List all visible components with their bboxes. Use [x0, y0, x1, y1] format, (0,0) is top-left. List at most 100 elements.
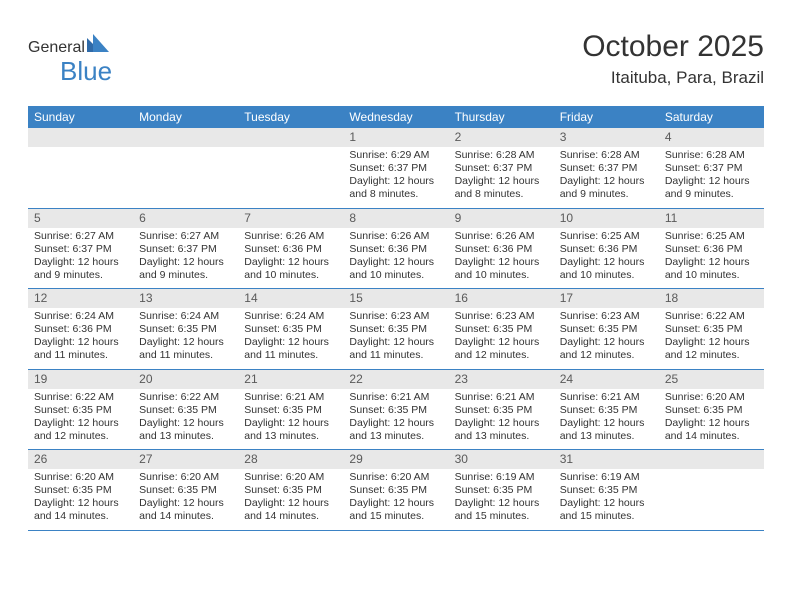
- sunrise-text: Sunrise: 6:23 AM: [453, 310, 550, 323]
- day-cell: 7Sunrise: 6:26 AMSunset: 6:36 PMDaylight…: [238, 209, 343, 289]
- sunset-text: Sunset: 6:37 PM: [137, 243, 234, 256]
- sunrise-text: Sunrise: 6:20 AM: [242, 471, 339, 484]
- day-cell: 12Sunrise: 6:24 AMSunset: 6:36 PMDayligh…: [28, 289, 133, 369]
- day-number: 16: [449, 289, 554, 308]
- day-cell: 21Sunrise: 6:21 AMSunset: 6:35 PMDayligh…: [238, 370, 343, 450]
- daylight-text: Daylight: 12 hours and 11 minutes.: [347, 336, 444, 362]
- day-cell: 4Sunrise: 6:28 AMSunset: 6:37 PMDaylight…: [659, 128, 764, 208]
- day-cell: 8Sunrise: 6:26 AMSunset: 6:36 PMDaylight…: [343, 209, 448, 289]
- header: General October 2025 Itaituba, Para, Bra…: [28, 30, 764, 88]
- day-cell: 23Sunrise: 6:21 AMSunset: 6:35 PMDayligh…: [449, 370, 554, 450]
- sunset-text: Sunset: 6:35 PM: [453, 323, 550, 336]
- sunrise-text: Sunrise: 6:24 AM: [32, 310, 129, 323]
- sunrise-text: Sunrise: 6:29 AM: [347, 149, 444, 162]
- sunrise-text: Sunrise: 6:21 AM: [242, 391, 339, 404]
- day-number: 2: [449, 128, 554, 147]
- day-number: 29: [343, 450, 448, 469]
- day-header: Tuesday: [238, 106, 343, 128]
- day-cell: 28Sunrise: 6:20 AMSunset: 6:35 PMDayligh…: [238, 450, 343, 530]
- sunset-text: Sunset: 6:36 PM: [242, 243, 339, 256]
- day-cell: 1 Sunrise: 6:29 AMSunset: 6:37 PMDaylight…: [343, 128, 448, 208]
- week-row: 26Sunrise: 6:20 AMSunset: 6:35 PMDayligh…: [28, 450, 764, 531]
- sunrise-text: Sunrise: 6:20 AM: [137, 471, 234, 484]
- day-header: Sunday: [28, 106, 133, 128]
- week-row: 1Sunrise: 6:29 AMSunset: 6:37 PMDaylight…: [28, 128, 764, 209]
- day-cell: 25Sunrise: 6:20 AMSunset: 6:35 PMDayligh…: [659, 370, 764, 450]
- daylight-text: Daylight: 12 hours and 9 minutes.: [137, 256, 234, 282]
- day-header-row: SundayMondayTuesdayWednesdayThursdayFrid…: [28, 106, 764, 128]
- day-header: Monday: [133, 106, 238, 128]
- sunrise-text: Sunrise: 6:26 AM: [347, 230, 444, 243]
- sunset-text: Sunset: 6:35 PM: [347, 484, 444, 497]
- sunset-text: Sunset: 6:35 PM: [137, 323, 234, 336]
- sunrise-text: Sunrise: 6:19 AM: [453, 471, 550, 484]
- daylight-text: Daylight: 12 hours and 13 minutes.: [242, 417, 339, 443]
- sunset-text: Sunset: 6:35 PM: [347, 404, 444, 417]
- day-cell: 6Sunrise: 6:27 AMSunset: 6:37 PMDaylight…: [133, 209, 238, 289]
- daylight-text: Daylight: 12 hours and 11 minutes.: [137, 336, 234, 362]
- day-cell: 20 Sunrise: 6:22 AMSunset: 6:35 PMDayligh…: [133, 370, 238, 450]
- daylight-text: Daylight: 12 hours and 8 minutes.: [347, 175, 444, 201]
- day-cell: 29Sunrise: 6:20 AMSunset: 6:35 PMDayligh…: [343, 450, 448, 530]
- day-number: 1: [343, 128, 448, 147]
- sunset-text: Sunset: 6:37 PM: [558, 162, 655, 175]
- daylight-text: Daylight: 12 hours and 15 minutes.: [453, 497, 550, 523]
- sunrise-text: Sunrise: 6:21 AM: [558, 391, 655, 404]
- sunset-text: Sunset: 6:36 PM: [32, 323, 129, 336]
- day-cell: 14Sunrise: 6:24 AMSunset: 6:35 PMDayligh…: [238, 289, 343, 369]
- sunrise-text: Sunrise: 6:22 AM: [663, 310, 760, 323]
- day-number: 23: [449, 370, 554, 389]
- sunset-text: Sunset: 6:35 PM: [453, 404, 550, 417]
- day-header: Saturday: [659, 106, 764, 128]
- logo: General: [28, 30, 109, 57]
- sunset-text: Sunset: 6:35 PM: [453, 484, 550, 497]
- daylight-text: Daylight: 12 hours and 10 minutes.: [347, 256, 444, 282]
- sunrise-text: Sunrise: 6:27 AM: [32, 230, 129, 243]
- day-number: 17: [554, 289, 659, 308]
- week-row: 19Sunrise: 6:22 AMSunset: 6:35 PMDayligh…: [28, 370, 764, 451]
- empty-day-band: [659, 450, 764, 469]
- daylight-text: Daylight: 12 hours and 14 minutes.: [663, 417, 760, 443]
- daylight-text: Daylight: 12 hours and 12 minutes.: [558, 336, 655, 362]
- sunrise-text: Sunrise: 6:19 AM: [558, 471, 655, 484]
- day-cell: 18Sunrise: 6:22 AMSunset: 6:35 PMDayligh…: [659, 289, 764, 369]
- sunrise-text: Sunrise: 6:26 AM: [453, 230, 550, 243]
- sunrise-text: Sunrise: 6:22 AM: [137, 391, 234, 404]
- day-number: 15: [343, 289, 448, 308]
- day-cell: 3Sunrise: 6:28 AMSunset: 6:37 PMDaylight…: [554, 128, 659, 208]
- sunrise-text: Sunrise: 6:28 AM: [663, 149, 760, 162]
- day-number: 12: [28, 289, 133, 308]
- day-cell: 31Sunrise: 6:19 AMSunset: 6:35 PMDayligh…: [554, 450, 659, 530]
- sunset-text: Sunset: 6:35 PM: [242, 484, 339, 497]
- sunrise-text: Sunrise: 6:21 AM: [347, 391, 444, 404]
- sunset-text: Sunset: 6:37 PM: [347, 162, 444, 175]
- sunset-text: Sunset: 6:35 PM: [558, 484, 655, 497]
- daylight-text: Daylight: 12 hours and 13 minutes.: [137, 417, 234, 443]
- day-number: 18: [659, 289, 764, 308]
- sunset-text: Sunset: 6:35 PM: [137, 404, 234, 417]
- sunset-text: Sunset: 6:36 PM: [663, 243, 760, 256]
- day-number: 22: [343, 370, 448, 389]
- day-number: 7: [238, 209, 343, 228]
- day-number: 9: [449, 209, 554, 228]
- sunrise-text: Sunrise: 6:20 AM: [663, 391, 760, 404]
- sunset-text: Sunset: 6:36 PM: [453, 243, 550, 256]
- sunset-text: Sunset: 6:35 PM: [558, 323, 655, 336]
- location: Itaituba, Para, Brazil: [582, 68, 764, 88]
- day-cell: 24Sunrise: 6:21 AMSunset: 6:35 PMDayligh…: [554, 370, 659, 450]
- day-number: 21: [238, 370, 343, 389]
- day-number: 14: [238, 289, 343, 308]
- day-cell: 30Sunrise: 6:19 AMSunset: 6:35 PMDayligh…: [449, 450, 554, 530]
- empty-day-band: [238, 128, 343, 147]
- day-cell: 16Sunrise: 6:23 AMSunset: 6:35 PMDayligh…: [449, 289, 554, 369]
- daylight-text: Daylight: 12 hours and 13 minutes.: [558, 417, 655, 443]
- day-cell: [238, 128, 343, 208]
- daylight-text: Daylight: 12 hours and 13 minutes.: [453, 417, 550, 443]
- day-cell: 22Sunrise: 6:21 AMSunset: 6:35 PMDayligh…: [343, 370, 448, 450]
- daylight-text: Daylight: 12 hours and 9 minutes.: [663, 175, 760, 201]
- day-cell: [28, 128, 133, 208]
- day-number: 20: [133, 370, 238, 389]
- sunrise-text: Sunrise: 6:24 AM: [242, 310, 339, 323]
- sunset-text: Sunset: 6:37 PM: [32, 243, 129, 256]
- daylight-text: Daylight: 12 hours and 14 minutes.: [32, 497, 129, 523]
